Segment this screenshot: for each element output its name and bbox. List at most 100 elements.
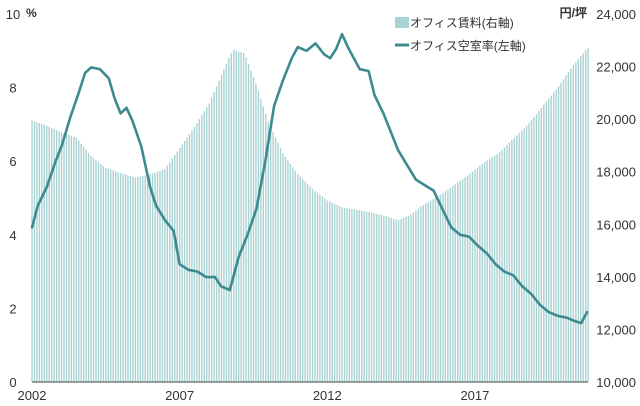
rent-bar [299, 176, 301, 382]
rent-bar [112, 170, 114, 382]
rent-bar [102, 165, 105, 382]
right-axis-tick-label: 16,000 [596, 217, 636, 232]
rent-bar [479, 165, 481, 382]
rent-bar [520, 130, 523, 382]
rent-bar [370, 212, 373, 382]
rent-bar [142, 175, 144, 382]
rent-bar [228, 58, 230, 382]
rent-bar [407, 215, 410, 382]
rent-bar [292, 167, 294, 382]
rent-bar [242, 53, 245, 382]
rent-bar [159, 170, 161, 382]
rent-bar [417, 208, 420, 382]
rent-bar [488, 158, 491, 382]
rent-bar [476, 167, 479, 382]
rent-bar [326, 200, 328, 382]
rent-bar [580, 56, 582, 382]
rent-bar [267, 121, 269, 383]
rent-bar [341, 207, 343, 382]
rent-bar [432, 199, 434, 382]
rent-bar [540, 107, 543, 382]
left-axis-tick-label: 10 [6, 7, 20, 22]
rent-bar [506, 144, 508, 382]
left-axis-tick-label: 8 [9, 81, 16, 96]
rent-bar [587, 48, 589, 383]
rent-bar [297, 174, 299, 382]
rent-bar [454, 184, 456, 382]
rent-bar [508, 142, 511, 382]
rent-bar [400, 219, 402, 382]
rent-bar [38, 123, 41, 382]
rent-bar [552, 92, 555, 382]
rent-bar [203, 111, 205, 382]
rent-bar [491, 157, 493, 382]
rent-bar [378, 214, 380, 382]
rent-bar [78, 140, 80, 382]
rent-bar [223, 69, 225, 382]
rent-bar [324, 198, 326, 382]
rent-bar [188, 134, 191, 382]
rent-bar [582, 53, 584, 382]
rent-bar [201, 115, 203, 382]
right-axis-tick-label: 12,000 [596, 322, 636, 337]
rent-bar [154, 172, 156, 382]
rent-bar [481, 163, 483, 382]
rent-bar [169, 162, 171, 382]
rent-bar [361, 210, 363, 382]
rent-bar [80, 143, 82, 382]
legend-rent-label: オフィス賃料(右軸) [410, 15, 514, 30]
rent-bar [484, 161, 486, 382]
rent-bar [511, 140, 513, 382]
rent-bar [452, 185, 454, 382]
right-axis-tick-label: 22,000 [596, 60, 636, 75]
rent-bar [240, 52, 242, 382]
rent-bar [385, 216, 388, 382]
x-axis-tick-label: 2002 [18, 388, 47, 403]
rent-bar [466, 175, 469, 382]
rent-bar [137, 176, 139, 382]
rent-bar [333, 203, 336, 382]
rent-bar [343, 207, 346, 382]
rent-bar [97, 161, 100, 382]
rent-bar [365, 211, 368, 382]
right-axis-ticks: 10,000 12,000 14,000 16,000 18,000 20,000 22,0… [596, 7, 636, 390]
rent-bar [213, 91, 215, 382]
rent-bar [567, 72, 570, 383]
rent-bar [238, 51, 240, 383]
rent-bar [124, 174, 127, 382]
rent-bar [31, 120, 33, 383]
rent-bar [225, 63, 228, 382]
rent-bar [390, 218, 392, 382]
rent-bar [262, 106, 264, 382]
rent-bar [284, 156, 287, 382]
rent-bar [402, 217, 405, 382]
rent-bar [570, 68, 572, 383]
rent-bar [461, 178, 464, 382]
rent-bar [331, 202, 333, 382]
rent-bar [538, 110, 540, 382]
rent-bar [321, 196, 324, 382]
rent-bar [174, 155, 176, 382]
rent-bar [363, 211, 365, 382]
rent-bar [48, 126, 50, 382]
rent-bar [90, 155, 92, 382]
rent-bar [528, 123, 530, 383]
rent-bar [412, 212, 415, 382]
rent-bar [245, 57, 247, 383]
right-axis-tick-label: 14,000 [596, 270, 636, 285]
left-axis-tick-label: 4 [9, 228, 16, 243]
rent-bar [575, 62, 577, 382]
x-axis-tick-label: 2007 [165, 388, 194, 403]
rent-bar [358, 210, 360, 382]
rent-bar [191, 130, 193, 382]
rent-bar [405, 216, 407, 382]
rent-bar [43, 124, 45, 382]
rent-bar [208, 103, 210, 383]
rent-bar [560, 82, 562, 382]
rent-bar [176, 151, 178, 382]
rent-bar [545, 101, 547, 383]
rent-bar [269, 127, 272, 382]
rent-bar [144, 175, 146, 382]
rent-bar [274, 137, 277, 382]
